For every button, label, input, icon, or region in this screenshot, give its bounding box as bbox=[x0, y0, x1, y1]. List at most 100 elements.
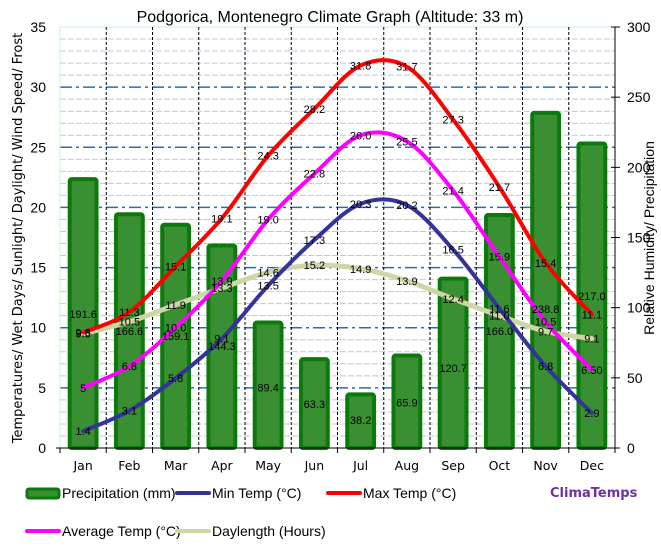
temperature-lines bbox=[80, 58, 595, 434]
legend-label: Precipitation (mm) bbox=[62, 485, 176, 501]
data-label: 11.1 bbox=[582, 309, 603, 321]
data-label: 89.4 bbox=[257, 383, 278, 395]
data-label: 10.5 bbox=[119, 317, 140, 329]
data-label: 21.4 bbox=[442, 186, 463, 198]
x-tick-label: Jul bbox=[352, 458, 368, 473]
data-label: 31.7 bbox=[396, 62, 417, 74]
x-tick-label: Mar bbox=[164, 458, 188, 473]
y-left-tick-label: 35 bbox=[30, 19, 46, 35]
data-label: 2.9 bbox=[584, 408, 599, 420]
avg-temp-line bbox=[81, 130, 594, 390]
data-label: 19.1 bbox=[211, 213, 232, 225]
y-right-tick-label: 0 bbox=[627, 440, 635, 456]
x-tick-label: Aug bbox=[395, 458, 419, 473]
data-label: 26.0 bbox=[350, 130, 371, 142]
data-label: 19.0 bbox=[257, 214, 278, 226]
data-label: 65.9 bbox=[396, 397, 417, 409]
data-label: 9.1 bbox=[214, 334, 229, 346]
legend-item-precipitation: Precipitation (mm) bbox=[25, 485, 176, 501]
legend-swatch bbox=[25, 487, 61, 500]
data-label: 11.6 bbox=[489, 303, 510, 315]
data-label: 31.8 bbox=[350, 60, 371, 72]
data-label: 238.8 bbox=[532, 304, 560, 316]
data-label: 11.9 bbox=[165, 300, 186, 312]
legend-item-max: Max Temp (°C) bbox=[326, 485, 456, 501]
data-label: 21.7 bbox=[489, 182, 510, 194]
y-right-tick-label: 200 bbox=[627, 159, 651, 175]
data-label: 166.6 bbox=[116, 326, 144, 338]
data-label: 63.3 bbox=[304, 399, 325, 411]
data-label: 10.5 bbox=[535, 317, 556, 329]
x-tick-label: Nov bbox=[533, 458, 558, 473]
y-right-tick-label: 300 bbox=[627, 19, 651, 35]
data-label: 11.3 bbox=[119, 307, 140, 319]
data-label: 5 bbox=[80, 383, 86, 395]
y-left-tick-label: 15 bbox=[30, 260, 46, 276]
axes: Jan Feb Mar Apr May Jun Jul Aug Sep Oct Nov Dec 0 5 10… bbox=[30, 19, 650, 473]
y-left-tick-label: 5 bbox=[38, 380, 46, 396]
daylength-line bbox=[80, 262, 595, 342]
x-tick-label: May bbox=[255, 458, 281, 473]
x-tick-label: Dec bbox=[580, 458, 604, 473]
data-label: 27.3 bbox=[442, 115, 463, 127]
data-label: 22.8 bbox=[304, 169, 325, 181]
legend-item-average: Average Temp (°C) bbox=[25, 523, 181, 539]
precipitation-bars bbox=[67, 110, 608, 451]
legend-label: Average Temp (°C) bbox=[62, 523, 181, 539]
data-label: 1.4 bbox=[75, 426, 90, 438]
data-label: 24.3 bbox=[257, 151, 278, 163]
data-label: 14.9 bbox=[350, 264, 371, 276]
legend: Precipitation (mm) Min Temp (°C) Max Temp … bbox=[25, 485, 456, 539]
data-label: 9.7 bbox=[538, 326, 553, 338]
data-label: 20.2 bbox=[396, 200, 417, 212]
y-right-tick-label: 150 bbox=[627, 230, 651, 246]
y-left-tick-label: 10 bbox=[30, 320, 46, 336]
data-label: 6.8 bbox=[538, 361, 553, 373]
legend-label: Min Temp (°C) bbox=[212, 485, 301, 501]
data-label: 20.3 bbox=[350, 199, 371, 211]
x-tick-label: Jun bbox=[304, 458, 325, 473]
y-left-tick-label: 20 bbox=[30, 199, 46, 215]
x-tick-label: Jan bbox=[72, 458, 92, 473]
x-tick-label: Apr bbox=[211, 458, 233, 473]
y-left-tick-label: 30 bbox=[30, 79, 46, 95]
max-temp-line bbox=[81, 58, 594, 335]
legend-item-daylength: Daylength (Hours) bbox=[175, 523, 326, 539]
legend-label: Max Temp (°C) bbox=[363, 485, 456, 501]
y-left-tick-label: 0 bbox=[38, 440, 46, 456]
data-label: 120.7 bbox=[439, 363, 467, 375]
data-label: 5.8 bbox=[168, 373, 183, 385]
y-axis-right-label: Relative Humidity/ Precipitation bbox=[641, 141, 657, 335]
data-label: 144.3 bbox=[208, 341, 236, 353]
data-label: 191.6 bbox=[69, 309, 97, 321]
chart-title: Podgorica, Montenegro Climate Graph (Alt… bbox=[137, 9, 524, 26]
data-labels: 191.6 166.6 159.1 144.3 89.4 63.3 38.2 65.9 120.… bbox=[69, 60, 605, 438]
data-label: 13.5 bbox=[257, 281, 278, 293]
data-label: 14.6 bbox=[257, 267, 278, 279]
data-label: 38.2 bbox=[350, 415, 371, 427]
data-label: 6.8 bbox=[122, 361, 137, 373]
data-label: 3.1 bbox=[122, 406, 137, 418]
data-label: 25.5 bbox=[396, 136, 417, 148]
data-label: 28.2 bbox=[304, 104, 325, 116]
data-label: 12.4 bbox=[442, 294, 463, 306]
data-label: 15.1 bbox=[165, 261, 186, 273]
data-label: 9.1 bbox=[584, 334, 599, 346]
data-label: 217.0 bbox=[578, 291, 606, 303]
brand-logo: ClimaTemps bbox=[550, 486, 638, 501]
data-label: 13.9 bbox=[211, 276, 232, 288]
data-label: 11.0 bbox=[489, 311, 510, 323]
data-label: 10.0 bbox=[165, 323, 186, 335]
min-temp-line bbox=[81, 197, 594, 434]
data-label: 13.9 bbox=[396, 276, 417, 288]
data-label: 9.6 bbox=[75, 328, 90, 340]
data-label: 16.5 bbox=[442, 245, 463, 257]
y-left-tick-label: 25 bbox=[30, 139, 46, 155]
y-right-tick-label: 100 bbox=[627, 300, 651, 316]
y-right-tick-label: 50 bbox=[627, 370, 643, 386]
data-label: 15.4 bbox=[535, 258, 556, 270]
data-label: 17.3 bbox=[304, 235, 325, 247]
data-label: 159.1 bbox=[162, 331, 190, 343]
data-label: 166.0 bbox=[486, 326, 514, 338]
